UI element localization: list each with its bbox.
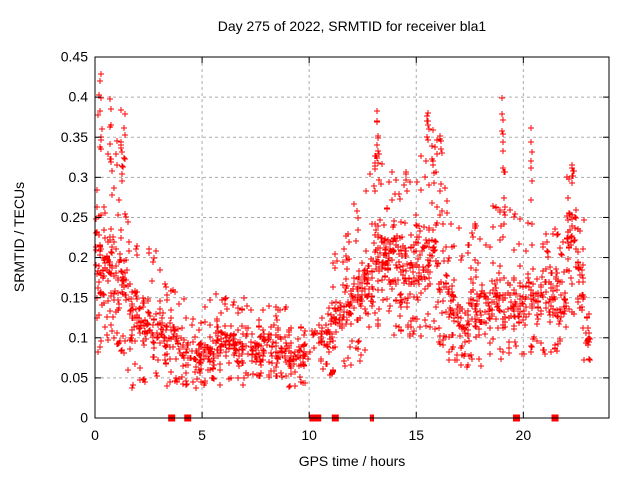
y-tick-labels: 0 0.05 0.1 0.15 0.2 0.25 0.3 0.35 0.4 0.45 — [61, 49, 88, 426]
y-tick-label: 0.3 — [69, 169, 89, 185]
chart-title: Day 275 of 2022, SRMTID for receiver bla… — [218, 18, 487, 34]
y-tick-label: 0.15 — [61, 289, 88, 305]
x-tick-label: 15 — [408, 427, 424, 443]
y-tick-label: 0.2 — [69, 249, 89, 265]
x-tick-label: 5 — [198, 427, 206, 443]
y-tick-label: 0.05 — [61, 370, 88, 386]
y-tick-label: 0.35 — [61, 129, 88, 145]
y-tick-label: 0 — [80, 410, 88, 426]
y-tick-label: 0.4 — [69, 89, 89, 105]
x-tick-labels: 0 5 10 15 20 — [91, 427, 531, 443]
x-tick-label: 10 — [301, 427, 317, 443]
y-tick-label: 0.25 — [61, 209, 88, 225]
plot-border-and-ticks — [94, 56, 610, 419]
x-axis-label: GPS time / hours — [299, 453, 406, 469]
x-tick-label: 0 — [91, 427, 99, 443]
x-tick-label: 20 — [516, 427, 532, 443]
y-tick-label: 0.1 — [69, 329, 89, 345]
y-axis-label: SRMTID / TECUs — [11, 182, 27, 292]
y-tick-label: 0.45 — [61, 49, 88, 65]
scatter-points — [93, 71, 593, 391]
grid-lines — [95, 57, 609, 418]
